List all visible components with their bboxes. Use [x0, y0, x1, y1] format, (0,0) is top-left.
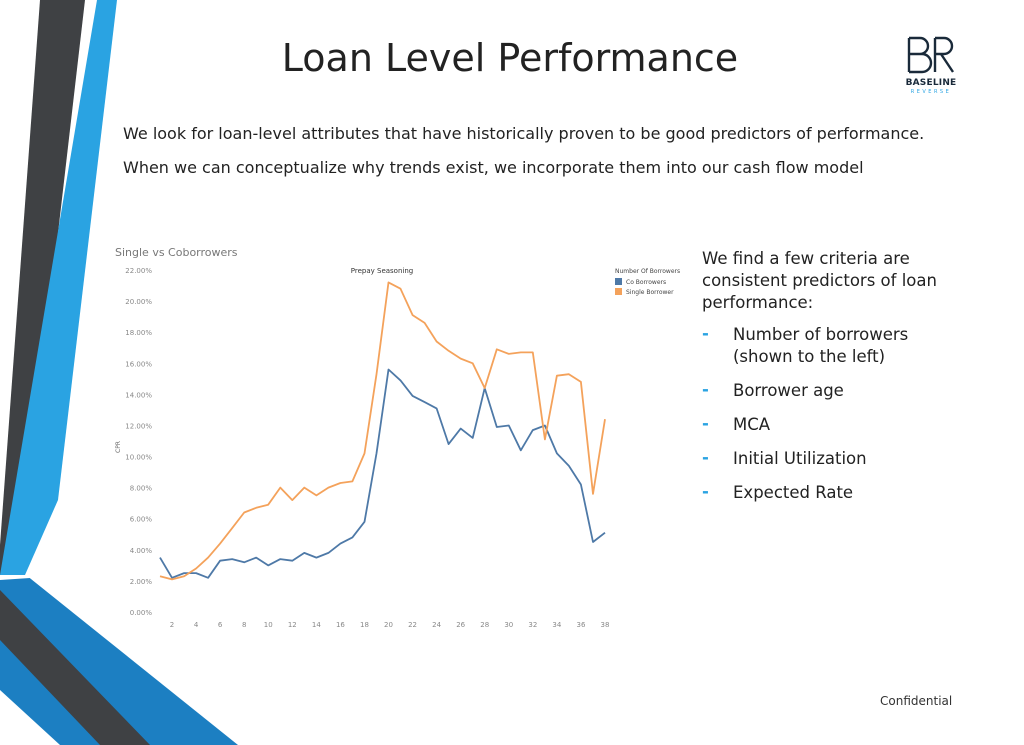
criteria-item-text: Expected Rate — [733, 483, 854, 502]
criteria-item: - Number of borrowers (shown to the left) — [702, 324, 972, 368]
slide-title: Loan Level Performance — [281, 36, 739, 80]
x-tick-label: 32 — [528, 621, 537, 629]
x-tick-label: 4 — [194, 621, 199, 629]
criteria-item-text: Borrower age — [733, 381, 844, 400]
criteria-item: - Initial Utilization — [702, 448, 972, 470]
confidential-footer: Confidential — [880, 694, 953, 708]
intro-line-1: We look for loan-level attributes that h… — [123, 124, 925, 143]
x-tick-label: 20 — [384, 621, 393, 629]
prepay-seasoning-chart: Prepay Seasoning 0.00% 2.00% 4.00% 6.00% 8.00… — [115, 267, 680, 629]
criteria-item: - Borrower age — [702, 380, 972, 402]
blue-stripe-bottom — [0, 575, 238, 745]
y-tick-label: 16.00% — [125, 360, 152, 368]
x-tick-label: 28 — [480, 621, 489, 629]
x-tick-label: 10 — [264, 621, 273, 629]
y-tick-label: 22.00% — [125, 267, 152, 275]
bullet-dash: - — [702, 324, 709, 343]
x-tick-label: 36 — [576, 621, 585, 629]
criteria-item: - MCA — [702, 414, 972, 436]
x-tick-label: 6 — [218, 621, 223, 629]
legend-label: Co Borrowers — [626, 279, 666, 286]
x-tick-label: 26 — [456, 621, 465, 629]
intro-line-2: When we can conceptualize why trends exi… — [123, 158, 864, 177]
legend-swatch — [615, 288, 622, 295]
x-tick-label: 22 — [408, 621, 417, 629]
x-tick-label: 38 — [601, 621, 610, 629]
legend-title: Number Of Borrowers — [615, 268, 680, 275]
logo-name: BASELINE — [905, 78, 957, 88]
criteria-item-text: Number of borrowers (shown to the left) — [733, 325, 909, 366]
x-tick-label: 14 — [312, 621, 321, 629]
x-tick-label: 30 — [504, 621, 513, 629]
chart-caption: Single vs Coborrowers — [115, 246, 238, 259]
criteria-item-text: MCA — [733, 415, 771, 434]
baseline-reverse-logo: BASELINE REVERSE — [900, 36, 962, 98]
x-tick-label: 12 — [288, 621, 297, 629]
x-tick-label: 2 — [170, 621, 174, 629]
bullet-dash: - — [702, 414, 709, 433]
bullet-dash: - — [702, 448, 709, 467]
legend-label: Single Borrower — [626, 289, 674, 296]
x-tick-label: 18 — [360, 621, 369, 629]
criteria-intro: We find a few criteria are consistent pr… — [702, 249, 937, 312]
y-tick-label: 2.00% — [130, 578, 153, 586]
y-tick-label: 12.00% — [125, 422, 152, 430]
br-logo-mark — [907, 36, 954, 74]
blue-stripe-top — [0, 0, 117, 575]
legend-swatch — [615, 278, 622, 285]
dark-stripe-bottom — [0, 590, 150, 745]
series-line — [159, 281, 606, 581]
criteria-list: - Number of borrowers (shown to the left)… — [702, 324, 972, 504]
y-tick-label: 20.00% — [125, 298, 152, 306]
y-tick-label: 10.00% — [125, 454, 152, 462]
y-tick-label: 6.00% — [130, 516, 153, 524]
chart-title: Prepay Seasoning — [351, 267, 413, 275]
bullet-dash: - — [702, 482, 709, 501]
x-tick-label: 34 — [552, 621, 561, 629]
logo-subtitle: REVERSE — [910, 89, 952, 95]
y-tick-label: 4.00% — [130, 547, 153, 555]
bullet-dash: - — [702, 380, 709, 399]
y-tick-label: 18.00% — [125, 329, 152, 337]
series-line — [159, 368, 606, 579]
criteria-panel: We find a few criteria are consistent pr… — [702, 248, 972, 516]
y-axis-label: CPR — [115, 441, 122, 453]
criteria-item-text: Initial Utilization — [733, 449, 867, 468]
y-tick-label: 8.00% — [130, 485, 153, 493]
x-tick-label: 16 — [336, 621, 345, 629]
x-tick-label: 24 — [432, 621, 441, 629]
y-tick-label: 0.00% — [130, 609, 153, 617]
white-divider — [0, 575, 30, 580]
x-tick-label: 8 — [242, 621, 246, 629]
criteria-item: - Expected Rate — [702, 482, 972, 504]
y-tick-label: 14.00% — [125, 391, 152, 399]
